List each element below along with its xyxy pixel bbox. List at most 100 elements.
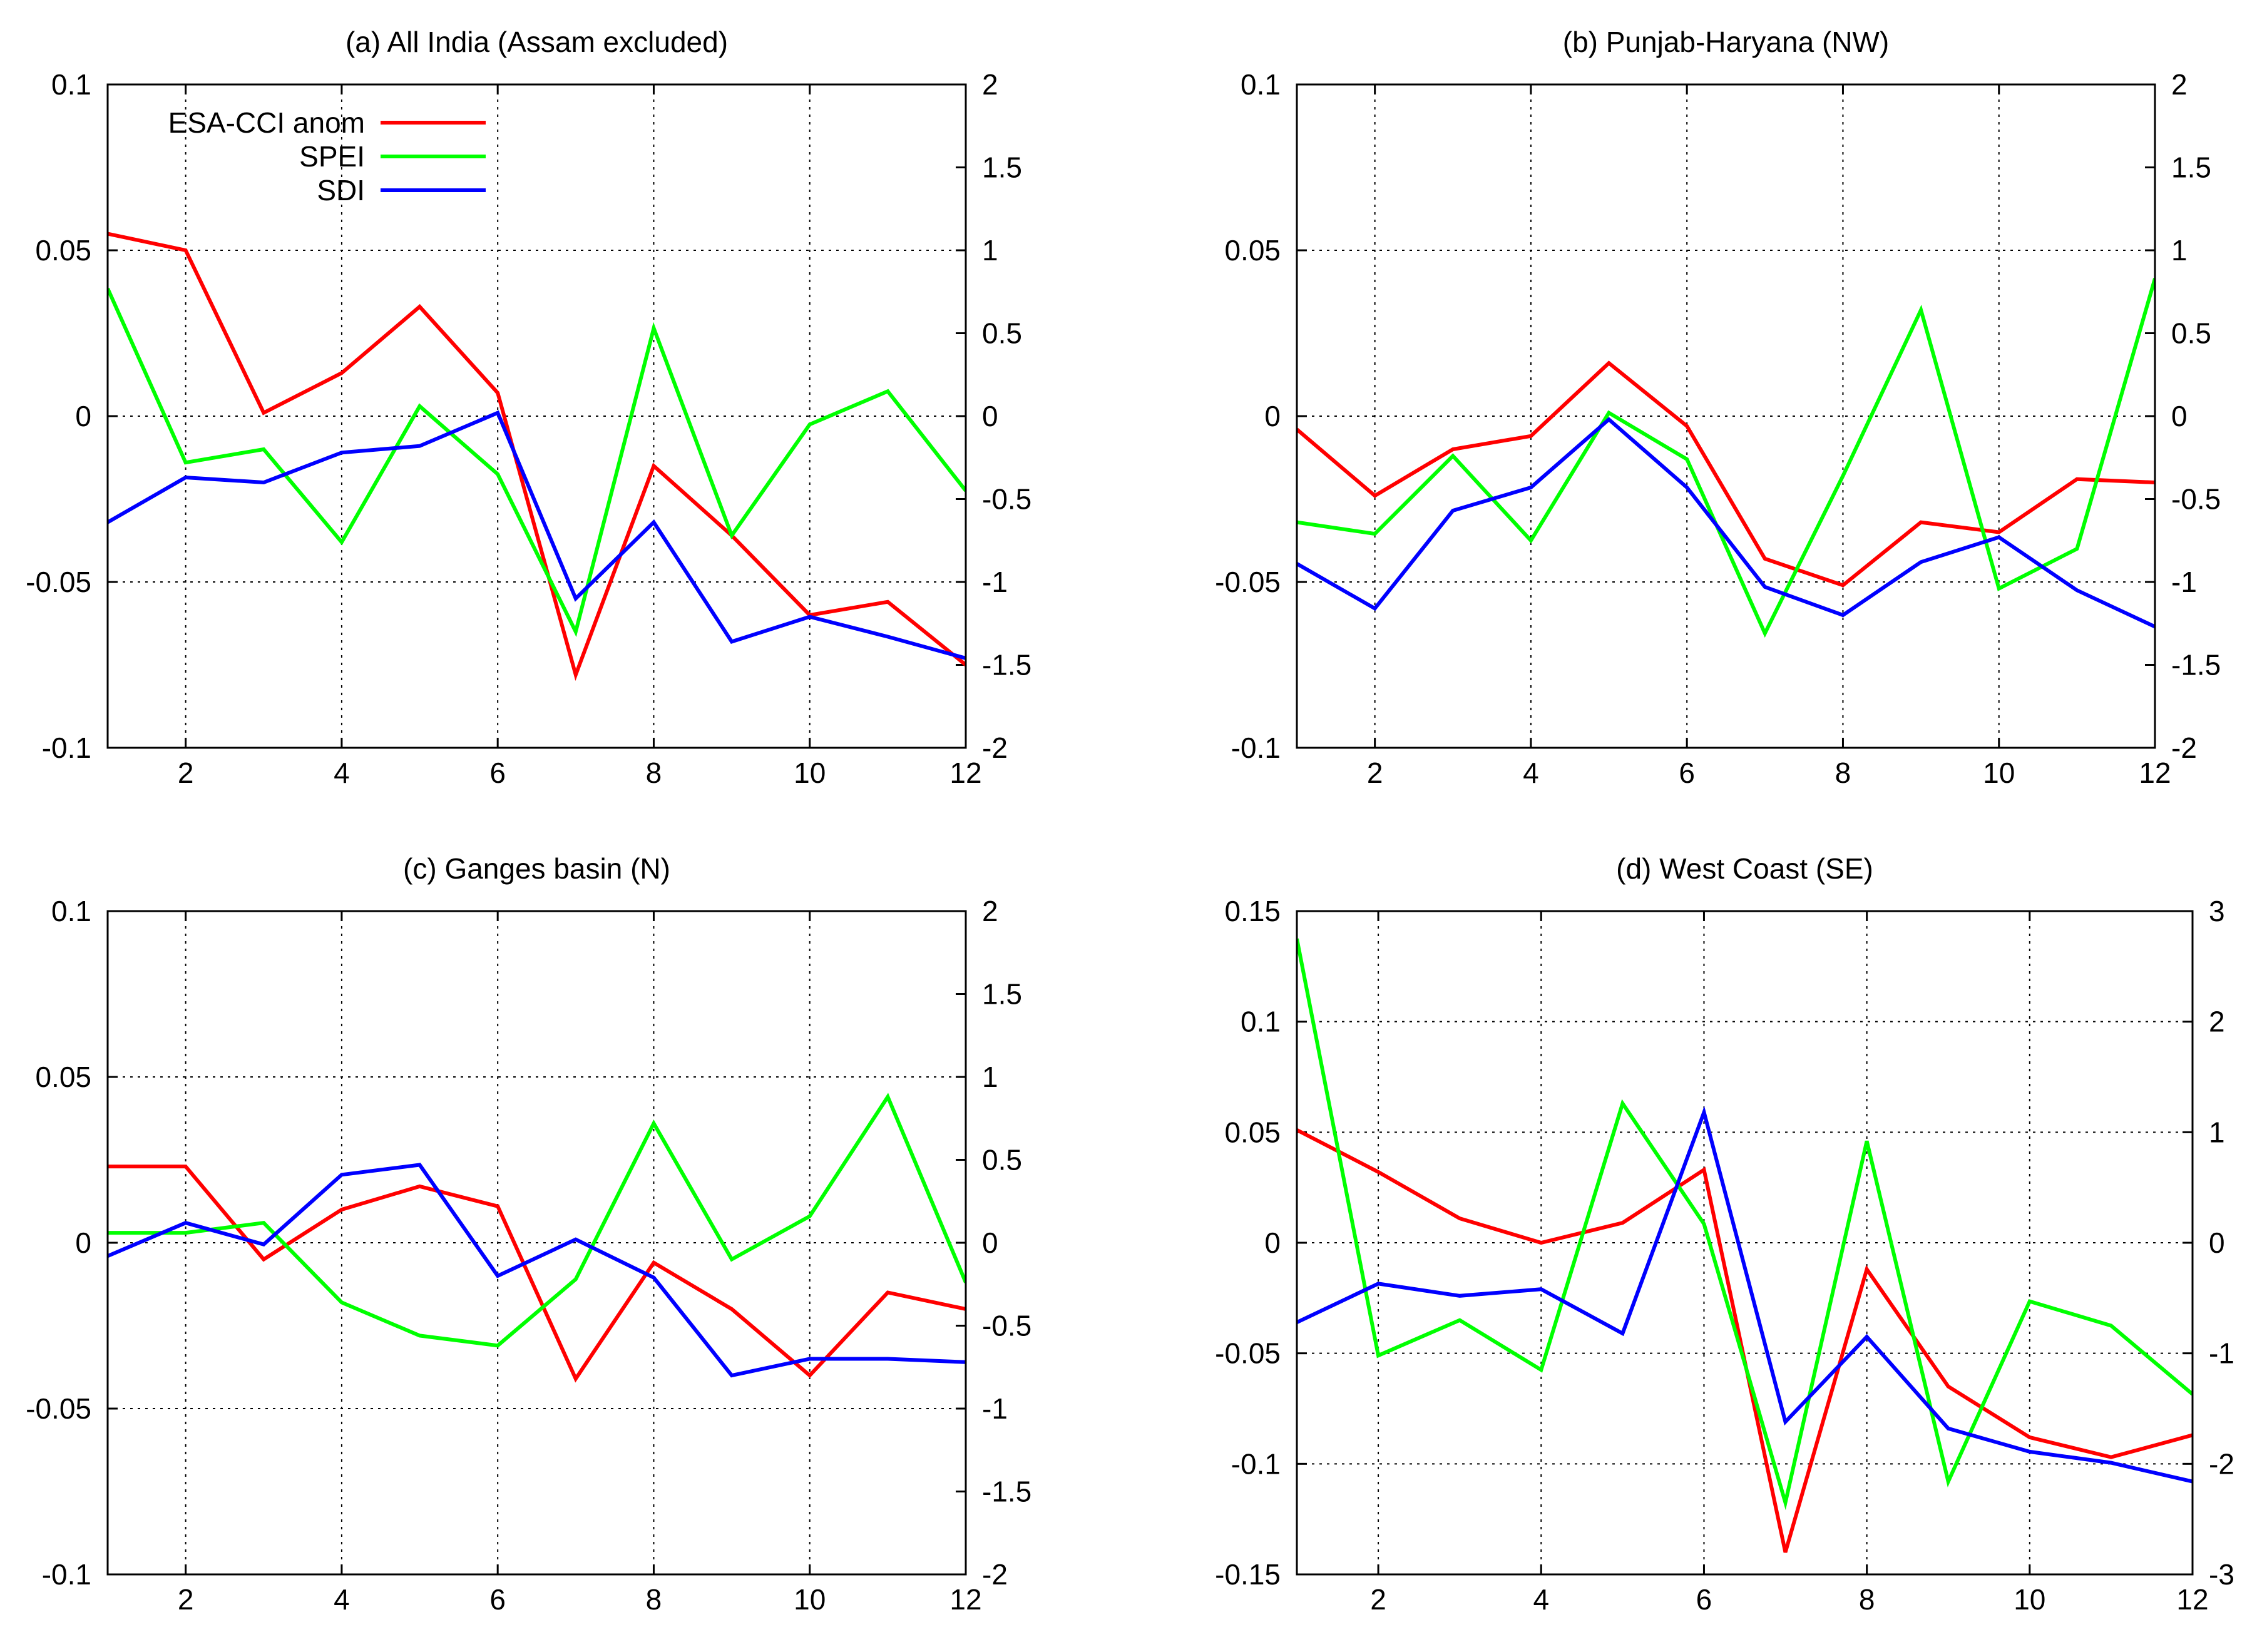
x-tick-label: 12 xyxy=(949,1583,981,1616)
plot-frame xyxy=(1296,910,2194,1576)
y-right-tick-label: -1 xyxy=(2171,566,2197,598)
y-right-tick-label: 1 xyxy=(2209,1116,2225,1148)
y-left-tick-label: -0.1 xyxy=(42,732,91,764)
y-left-tick-label: 0.1 xyxy=(1241,1006,1281,1038)
series-line-spei xyxy=(1297,278,2155,638)
x-tick-label: 6 xyxy=(489,757,506,789)
x-tick-label: 8 xyxy=(1859,1583,1875,1616)
x-tick-label: 6 xyxy=(1696,1583,1712,1616)
series-line-sdi xyxy=(108,410,966,660)
y-right-tick-label: 0.5 xyxy=(982,317,1022,350)
y-right-tick-label: 0 xyxy=(982,400,998,432)
x-tick-label: 6 xyxy=(1679,757,1695,789)
chart-title: (d) West Coast (SE) xyxy=(1616,852,1873,885)
y-right-tick-label: -0.5 xyxy=(982,1310,1031,1342)
y-left-tick-label: 0 xyxy=(75,1226,91,1259)
panel-2: (c) Ganges basin (N)2 4 6 8 10 12-0.1-0.0500.… xyxy=(26,852,1031,1616)
y-right-tick-label: 1 xyxy=(982,1061,998,1093)
x-tick-label: 8 xyxy=(1835,757,1851,789)
y-right-tick-label: -2 xyxy=(982,1558,1008,1591)
y-right-tick-label: 1 xyxy=(2171,234,2188,267)
y-right-tick-label: -3 xyxy=(2209,1558,2234,1591)
y-right-tick-label: -1.5 xyxy=(982,649,1031,681)
y-right-tick-label: 1 xyxy=(982,234,998,267)
panel-3: (d) West Coast (SE)2 4 6 8 10 12-0.15-0.1-0.0… xyxy=(1215,852,2234,1616)
x-tick-label: 10 xyxy=(1983,757,2015,789)
legend-label: ESA-CCI anom xyxy=(168,106,365,139)
y-right-tick-label: 3 xyxy=(2209,895,2225,927)
plot-frame xyxy=(1296,83,2156,749)
y-right-tick-label: -2 xyxy=(2171,732,2197,764)
y-right-tick-label: 0 xyxy=(2171,400,2188,432)
y-right-tick-label: -2 xyxy=(2209,1447,2234,1480)
y-left-tick-label: -0.15 xyxy=(1215,1558,1281,1591)
chart-title: (b) Punjab-Haryana (NW) xyxy=(1563,26,1889,58)
y-right-tick-label: -0.5 xyxy=(2171,483,2221,516)
series-line-sdi xyxy=(108,1163,966,1378)
y-right-tick-label: 1.5 xyxy=(982,151,1022,184)
y-right-tick-label: -1 xyxy=(2209,1337,2234,1370)
x-tick-label: 4 xyxy=(1533,1583,1549,1616)
y-right-tick-label: -2 xyxy=(982,732,1008,764)
x-tick-label: 4 xyxy=(334,757,350,789)
y-right-tick-label: 2 xyxy=(982,68,998,101)
y-left-tick-label: -0.05 xyxy=(26,566,91,598)
legend-label: SDI xyxy=(317,174,365,206)
y-left-tick-label: 0.05 xyxy=(1224,1116,1281,1148)
y-right-tick-label: -1.5 xyxy=(982,1476,1031,1508)
x-tick-label: 2 xyxy=(178,1583,194,1616)
y-right-tick-label: 0 xyxy=(982,1226,998,1259)
y-right-tick-label: -1 xyxy=(982,1392,1008,1425)
y-right-tick-label: 0 xyxy=(2209,1226,2225,1259)
y-left-tick-label: -0.1 xyxy=(42,1558,91,1591)
series-line-spei xyxy=(108,1093,966,1348)
y-right-tick-label: 1.5 xyxy=(982,978,1022,1011)
y-right-tick-label: 2 xyxy=(982,895,998,927)
x-tick-label: 4 xyxy=(334,1583,350,1616)
y-left-tick-label: -0.05 xyxy=(26,1392,91,1425)
x-tick-label: 2 xyxy=(178,757,194,789)
series-line-esa-cci-anom xyxy=(1297,360,2155,588)
y-left-tick-label: -0.05 xyxy=(1215,1337,1281,1370)
series-line-sdi xyxy=(1297,1106,2193,1484)
x-tick-label: 8 xyxy=(646,1583,662,1616)
y-left-tick-label: 0.1 xyxy=(1241,68,1281,101)
y-left-tick-label: -0.05 xyxy=(1215,566,1281,598)
series-line-spei xyxy=(1297,938,2193,1511)
y-left-tick-label: 0.1 xyxy=(51,68,91,101)
y-right-tick-label: -0.5 xyxy=(982,483,1031,516)
x-tick-label: 2 xyxy=(1370,1583,1386,1616)
y-left-tick-label: 0 xyxy=(1264,1226,1281,1259)
y-left-tick-label: 0.05 xyxy=(1224,234,1281,267)
chart-title: (c) Ganges basin (N) xyxy=(403,852,670,885)
x-tick-label: 12 xyxy=(949,757,981,789)
y-left-tick-label: 0 xyxy=(75,400,91,432)
x-tick-label: 12 xyxy=(2139,757,2171,789)
x-tick-label: 2 xyxy=(1367,757,1383,789)
y-right-tick-label: -1.5 xyxy=(2171,649,2221,681)
chart-title: (a) All India (Assam excluded) xyxy=(345,26,728,58)
y-right-tick-label: 0.5 xyxy=(2171,317,2211,350)
legend-label: SPEI xyxy=(299,140,365,173)
x-tick-label: 8 xyxy=(646,757,662,789)
series-line-esa-cci-anom xyxy=(108,1165,966,1383)
series-line-esa-cci-anom xyxy=(108,232,966,681)
y-left-tick-label: -0.1 xyxy=(1231,1447,1281,1480)
series-line-sdi xyxy=(1297,417,2155,629)
y-right-tick-label: 2 xyxy=(2209,1006,2225,1038)
y-left-tick-label: 0 xyxy=(1264,400,1281,432)
y-right-tick-label: 0.5 xyxy=(982,1144,1022,1176)
y-right-tick-label: -1 xyxy=(982,566,1008,598)
panel-0: (a) All India (Assam excluded)2 4 6 8 10 12-0… xyxy=(26,26,1031,789)
series-line-spei xyxy=(108,287,966,638)
y-left-tick-label: -0.1 xyxy=(1231,732,1281,764)
plot-frame xyxy=(106,83,967,749)
x-tick-label: 12 xyxy=(2176,1583,2208,1616)
y-right-tick-label: 2 xyxy=(2171,68,2188,101)
y-left-tick-label: 0.15 xyxy=(1224,895,1281,927)
y-right-tick-label: 1.5 xyxy=(2171,151,2211,184)
plot-frame xyxy=(106,910,967,1576)
y-left-tick-label: 0.1 xyxy=(51,895,91,927)
